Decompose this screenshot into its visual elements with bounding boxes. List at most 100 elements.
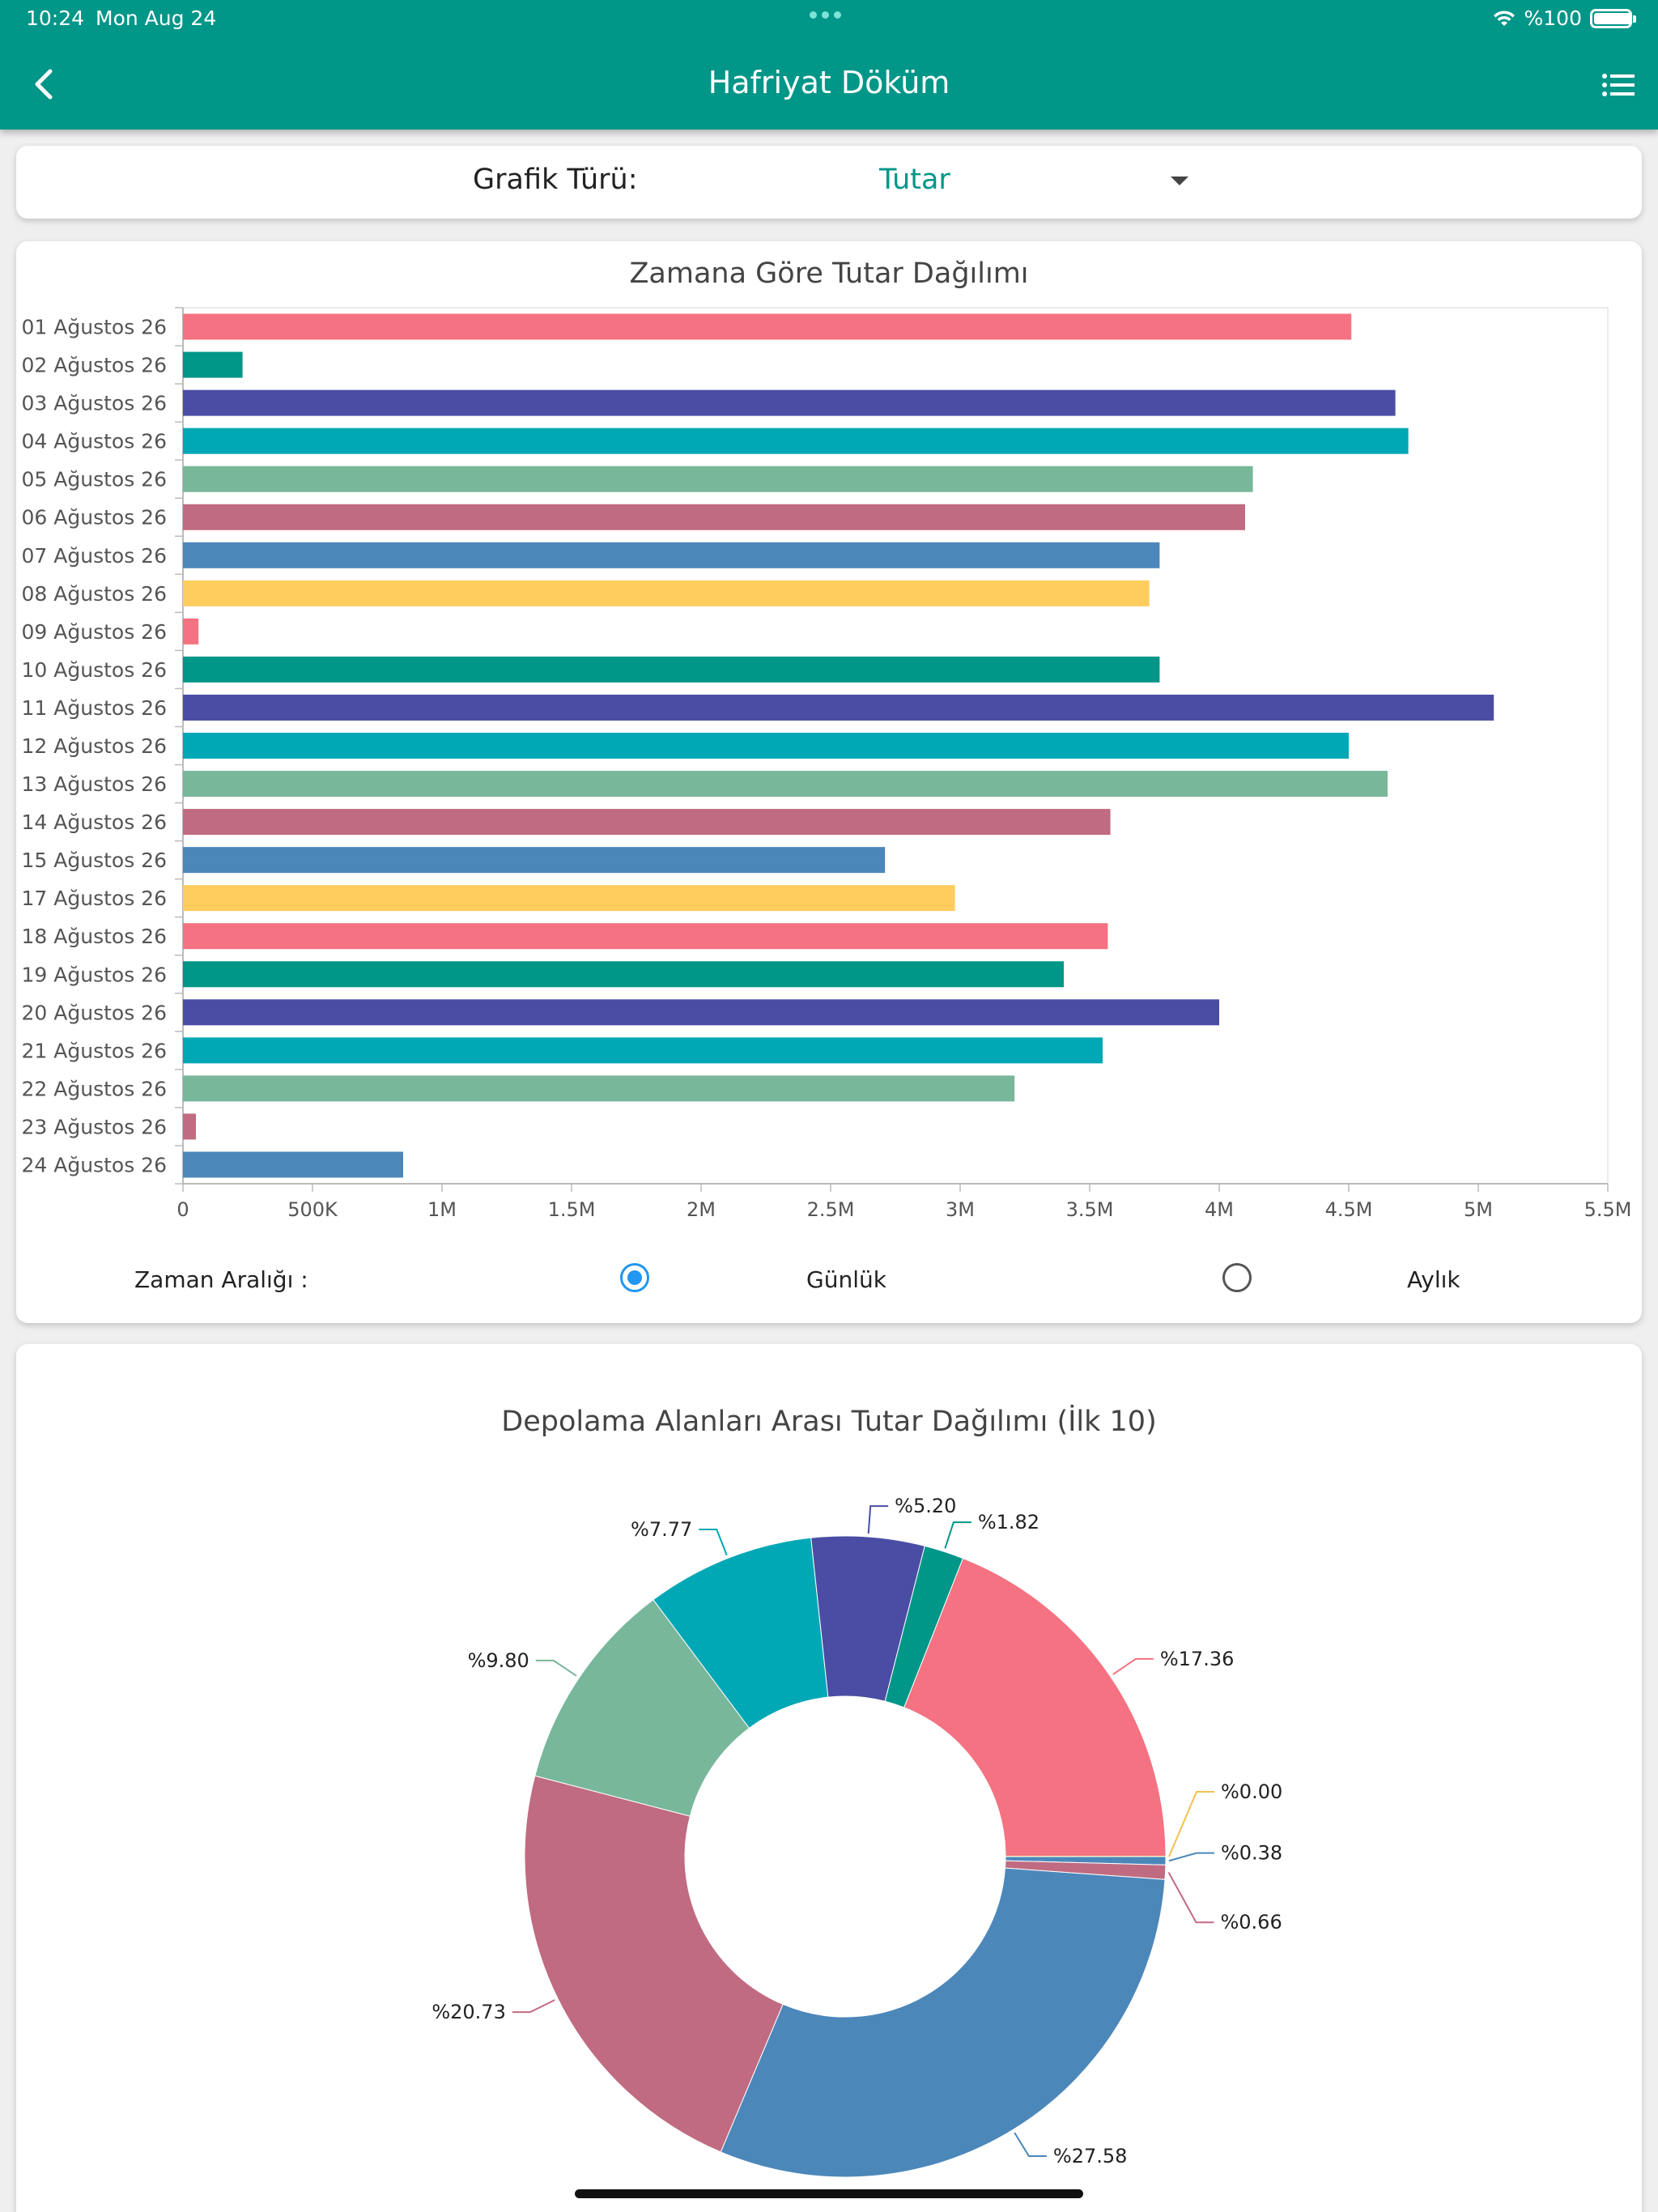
bar[interactable] — [183, 1037, 1103, 1064]
y-tick-label: 10 Ağustos 26 — [22, 658, 167, 682]
bar[interactable] — [183, 580, 1150, 606]
radio-monthly-label[interactable]: Aylık — [1407, 1266, 1460, 1293]
status-right: %100 — [1492, 6, 1636, 30]
chart-type-dropdown[interactable]: Tutar — [879, 164, 950, 196]
bar[interactable] — [183, 389, 1396, 416]
y-tick-label: 07 Ağustos 26 — [22, 544, 167, 568]
y-tick-label: 18 Ağustos 26 — [22, 925, 167, 948]
page-title: Hafriyat Döküm — [708, 65, 950, 100]
radio-monthly[interactable] — [1222, 1263, 1252, 1292]
wifi-icon — [1493, 10, 1515, 26]
y-tick-label: 04 Ağustos 26 — [22, 430, 167, 453]
bar[interactable] — [183, 1075, 1015, 1102]
y-tick-label: 05 Ağustos 26 — [22, 468, 167, 491]
y-tick-label: 15 Ağustos 26 — [22, 849, 167, 872]
slice-label: %7.77 — [631, 1518, 692, 1541]
slice-leader-line — [1168, 1852, 1214, 1862]
bar[interactable] — [183, 466, 1253, 492]
back-chevron-icon[interactable] — [29, 65, 62, 104]
bar[interactable] — [183, 1113, 196, 1140]
x-tick-label: 3M — [946, 1198, 975, 1221]
status-date: Mon Aug 24 — [96, 6, 217, 30]
bar[interactable] — [183, 923, 1108, 950]
y-tick-label: 20 Ağustos 26 — [22, 1001, 167, 1024]
slice-label: %27.58 — [1053, 2145, 1128, 2167]
x-tick-label: 2.5M — [807, 1198, 855, 1221]
radio-daily[interactable] — [620, 1263, 649, 1292]
slice-label: %1.82 — [978, 1511, 1039, 1534]
bar[interactable] — [183, 313, 1352, 340]
y-tick-label: 19 Ağustos 26 — [22, 963, 167, 986]
app-bar: 10:24 Mon Aug 24 %100 Hafriyat Döküm — [0, 0, 1658, 130]
slice-label: %9.80 — [468, 1649, 529, 1672]
chart-type-card: Grafik Türü: Tutar — [16, 146, 1642, 219]
caret-down-icon[interactable] — [1171, 177, 1188, 185]
slice-leader-line — [1112, 1657, 1154, 1675]
home-indicator[interactable] — [575, 2189, 1083, 2198]
bar[interactable] — [183, 733, 1349, 759]
y-tick-label: 08 Ağustos 26 — [22, 582, 167, 606]
bar[interactable] — [183, 999, 1219, 1026]
list-menu-icon[interactable] — [1601, 71, 1635, 99]
x-tick-label: 5.5M — [1584, 1198, 1632, 1221]
donut-slice[interactable] — [903, 1558, 1167, 1857]
bar[interactable] — [183, 885, 955, 912]
y-tick-label: 03 Ağustos 26 — [22, 392, 167, 415]
multitasking-dots-icon[interactable] — [810, 11, 841, 19]
y-tick-label: 01 Ağustos 26 — [22, 316, 167, 339]
x-tick-label: 3.5M — [1066, 1198, 1114, 1221]
slice-label: %0.38 — [1221, 1842, 1282, 1865]
bar[interactable] — [183, 961, 1064, 988]
battery-icon — [1590, 8, 1636, 28]
bar[interactable] — [183, 351, 243, 378]
slice-label: %17.36 — [1160, 1648, 1235, 1670]
bar[interactable] — [183, 809, 1111, 836]
x-tick-label: 4M — [1205, 1198, 1234, 1221]
bar-chart: 01 Ağustos 26 02 Ağustos 26 03 Ağustos 26 0… — [22, 307, 1632, 1221]
slice-leader-line — [944, 1521, 971, 1549]
y-tick-label: 11 Ağustos 26 — [22, 696, 167, 720]
slice-leader-line — [1014, 2132, 1047, 2157]
slice-leader-line — [867, 1505, 889, 1534]
donut-slice[interactable] — [534, 1599, 750, 1817]
slice-leader-line — [535, 1659, 577, 1677]
x-tick-label: 1.5M — [548, 1198, 596, 1221]
y-tick-label: 13 Ağustos 26 — [22, 772, 167, 796]
donut-chart: %17.36 %0.00 %0.38 %0.66 %27.58 %20.73 %9.80 %7… — [432, 1495, 1282, 2178]
y-tick-label: 06 Ağustos 26 — [22, 506, 167, 530]
donut-slice[interactable] — [524, 1775, 784, 2153]
bar[interactable] — [183, 771, 1388, 798]
bar[interactable] — [183, 618, 199, 644]
bar[interactable] — [183, 428, 1409, 454]
x-tick-label: 0 — [176, 1198, 189, 1221]
y-tick-label: 12 Ağustos 26 — [22, 734, 167, 758]
time-distribution-card: Zamana Göre Tutar Dağılımı 01 Ağustos 26… — [16, 241, 1642, 1323]
y-tick-label: 02 Ağustos 26 — [22, 354, 167, 377]
x-tick-label: 5M — [1464, 1198, 1493, 1221]
bar[interactable] — [183, 694, 1494, 721]
chart-type-label: Grafik Türü: — [473, 164, 638, 196]
bar[interactable] — [183, 504, 1245, 530]
x-tick-label: 1M — [427, 1198, 457, 1221]
donut-slice[interactable] — [720, 1867, 1166, 2178]
time-range-label: Zaman Aralığı : — [134, 1266, 308, 1293]
slice-leader-line — [699, 1529, 728, 1556]
bar[interactable] — [183, 542, 1160, 568]
slice-label: %0.66 — [1220, 1911, 1282, 1933]
donut-slice[interactable] — [884, 1545, 964, 1708]
storage-distribution-card: Depolama Alanları Arası Tutar Dağılımı (… — [16, 1344, 1642, 2212]
slice-leader-line — [1167, 1872, 1214, 1924]
bar-chart-title: Zamana Göre Tutar Dağılımı — [629, 257, 1029, 290]
status-time: 10:24 — [26, 6, 85, 30]
bar[interactable] — [183, 847, 886, 874]
slice-label: %20.73 — [432, 2001, 506, 2023]
battery-percent: %100 — [1524, 6, 1582, 30]
y-tick-label: 24 Ağustos 26 — [22, 1153, 167, 1176]
x-tick-label: 500K — [287, 1198, 338, 1221]
y-tick-label: 17 Ağustos 26 — [22, 887, 167, 910]
pie-chart-title: Depolama Alanları Arası Tutar Dağılımı (… — [501, 1406, 1157, 1438]
y-tick-label: 09 Ağustos 26 — [22, 620, 167, 644]
radio-daily-label[interactable]: Günlük — [806, 1266, 886, 1293]
bar[interactable] — [183, 656, 1160, 683]
bar[interactable] — [183, 1151, 403, 1178]
